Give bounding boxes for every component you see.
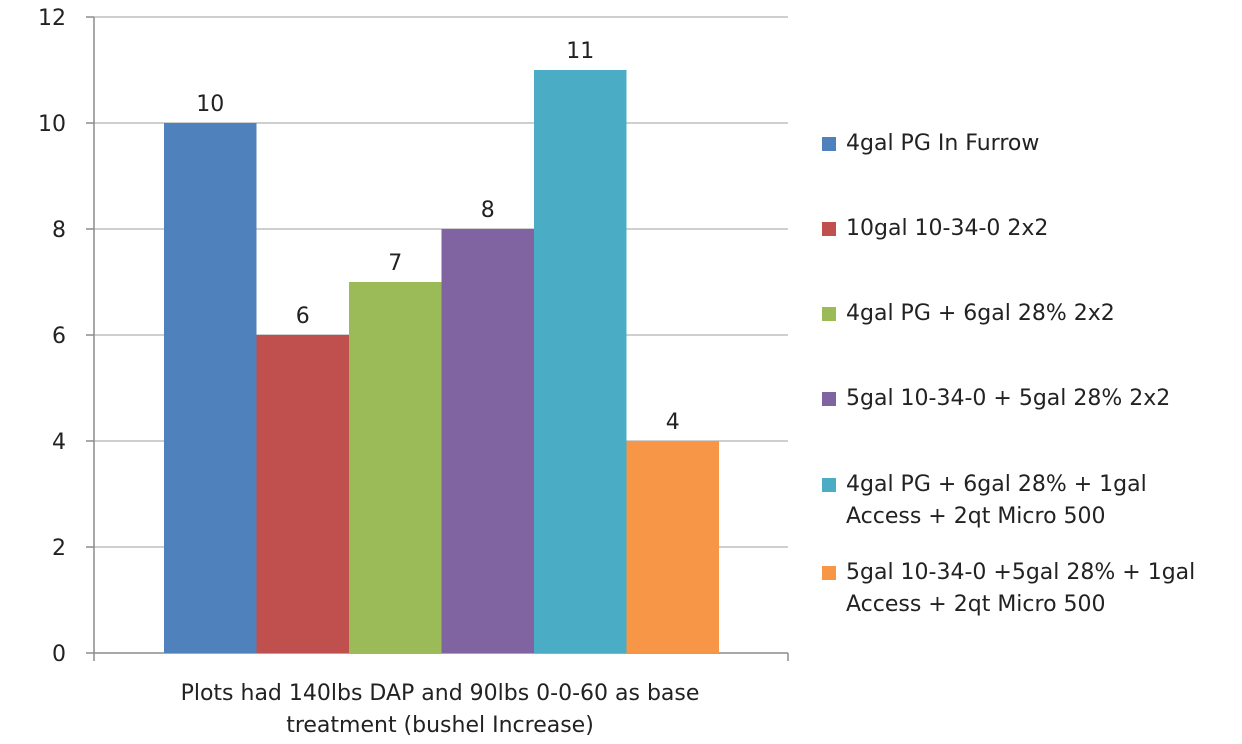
y-tick-label-0: 0 [52,642,66,667]
legend-item-5: 4gal PG + 6gal 28% + 1gal Access + 2qt M… [822,469,1232,533]
legend-label-2: 10gal 10-34-0 2x2 [846,213,1048,245]
bar-series-6 [626,441,719,653]
y-tick-label-10: 10 [38,112,66,137]
legend-item-1: 4gal PG In Furrow [822,128,1232,160]
bar-series-5 [534,70,627,653]
legend-label-5-line-1: 4gal PG + 6gal 28% + 1gal [846,472,1147,497]
legend-swatch-2 [822,222,836,236]
legend-swatch-1 [822,137,836,151]
legend-swatch-5 [822,478,836,492]
legend-item-2: 10gal 10-34-0 2x2 [822,213,1232,245]
bar-series-4 [441,229,534,653]
legend-label-3: 4gal PG + 6gal 28% 2x2 [846,298,1115,330]
legend-item-3: 4gal PG + 6gal 28% 2x2 [822,298,1232,330]
x-axis-caption-line-2: treatment (bushel Increase) [286,713,594,738]
legend-item-6: 5gal 10-34-0 +5gal 28% + 1gal Access + 2… [822,557,1232,621]
bar-series-2 [256,335,349,653]
y-tick-label-6: 6 [52,324,66,349]
legend-swatch-3 [822,307,836,321]
y-tick-label-2: 2 [52,536,66,561]
legend-label-6-line-2: Access + 2qt Micro 500 [846,592,1106,617]
data-label-series-4: 8 [481,198,495,223]
legend-label-6-line-1: 5gal 10-34-0 +5gal 28% + 1gal [846,560,1196,585]
data-label-series-5: 11 [566,39,594,64]
legend-label-4: 5gal 10-34-0 + 5gal 28% 2x2 [846,383,1170,415]
legend-item-4: 5gal 10-34-0 + 5gal 28% 2x2 [822,383,1232,415]
data-label-series-6: 4 [666,410,680,435]
y-tick-label-12: 12 [38,6,66,31]
y-tick-label-8: 8 [52,218,66,243]
legend-swatch-4 [822,392,836,406]
data-label-series-1: 10 [196,92,224,117]
x-axis-caption: Plots had 140lbs DAP and 90lbs 0-0-60 as… [100,678,780,742]
legend-swatch-6 [822,566,836,580]
legend-label-5-line-2: Access + 2qt Micro 500 [846,504,1106,529]
bar-series-1 [164,123,257,653]
data-label-series-2: 6 [296,304,310,329]
legend-label-5: 4gal PG + 6gal 28% + 1gal Access + 2qt M… [846,469,1147,533]
bar-series-3 [349,282,442,653]
legend-label-2-line-1: 10gal 10-34-0 2x2 [846,216,1049,241]
legend-label-4-line-1: 5gal 10-34-0 + 5gal 28% 2x2 [846,386,1171,411]
y-tick-label-4: 4 [52,430,66,455]
data-label-series-3: 7 [388,251,402,276]
legend-label-6: 5gal 10-34-0 +5gal 28% + 1gal Access + 2… [846,557,1195,621]
legend-label-1-line-1: 4gal PG In Furrow [846,131,1040,156]
x-axis-caption-line-1: Plots had 140lbs DAP and 90lbs 0-0-60 as… [180,681,700,706]
legend-label-1: 4gal PG In Furrow [846,128,1039,160]
legend-label-3-line-1: 4gal PG + 6gal 28% 2x2 [846,301,1115,326]
